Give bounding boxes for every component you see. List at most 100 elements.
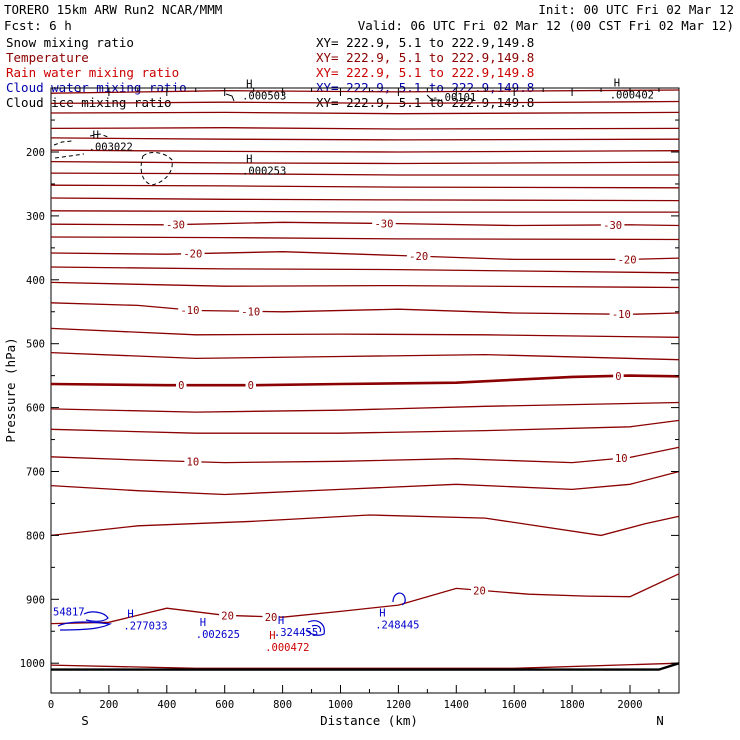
isotherm-label: -30 <box>166 220 185 232</box>
isotherm-label-bg <box>245 379 257 392</box>
isotherm-label: 20 <box>265 612 278 624</box>
isotherm-label-bg <box>612 452 630 465</box>
y-tick-label: 700 <box>26 467 45 479</box>
y-tick-label: 400 <box>26 275 45 287</box>
isotherm-label: -30 <box>603 220 622 232</box>
isotherm-line <box>50 470 680 496</box>
isotherm-label: -30 <box>374 218 393 230</box>
isotherm-label: 10 <box>615 453 628 465</box>
feature-layer <box>53 93 440 636</box>
isotherm-line <box>50 327 680 338</box>
isotherm-label: -10 <box>241 306 260 318</box>
x-tick-label: 1400 <box>444 699 469 711</box>
y-tick-label: 500 <box>26 339 45 351</box>
cloud-water-contour <box>305 620 325 636</box>
isotherm-label-bg <box>163 218 188 231</box>
isotherm-line-labeled <box>50 374 680 387</box>
cloud-water-contour <box>83 611 109 622</box>
ice-contour <box>426 94 440 101</box>
legend-rain-xy: XY= 222.9, 5.1 to 222.9,149.8 <box>316 65 534 80</box>
y-tick-label: 600 <box>26 403 45 415</box>
max-marker: H <box>200 617 206 629</box>
max-marker: H <box>269 630 275 642</box>
isotherm-line <box>50 197 680 202</box>
y-tick-label: 900 <box>26 594 45 606</box>
max-value: .000472 <box>265 642 309 654</box>
legend-cloud-ice-xy: XY= 222.9, 5.1 to 222.9,149.8 <box>316 95 534 110</box>
y-tick-label: 1000 <box>20 658 45 670</box>
x-tick-label: 600 <box>215 699 234 711</box>
isotherm-label: 0 <box>248 380 254 392</box>
isotherm-line <box>50 210 680 213</box>
isotherm-line-labeled <box>50 302 680 315</box>
south-end-label: S <box>81 713 89 728</box>
max-value: 54817 <box>53 606 85 618</box>
isotherm-label-bg <box>178 303 202 316</box>
max-marker: H <box>379 607 385 619</box>
cloud-water-contour <box>392 592 406 606</box>
legend-rain-label: Rain water mixing ratio <box>6 65 179 80</box>
isotherm-label-bg <box>372 217 396 230</box>
plot-frame <box>50 87 680 694</box>
isotherm-label-bg <box>613 369 624 382</box>
cloud-water-contour <box>57 621 113 631</box>
isotherm-label-bg <box>184 455 202 468</box>
snow-contour <box>53 140 73 146</box>
max-value: .002625 <box>196 629 240 641</box>
isotherm-line <box>50 184 680 189</box>
isotherm-label-bg <box>600 218 625 231</box>
isotherm-label: 0 <box>178 380 184 392</box>
max-value: .277033 <box>123 621 167 633</box>
x-axis-title: Distance (km) <box>320 713 418 728</box>
max-value: .000253 <box>242 166 286 178</box>
isotherm-line <box>50 281 680 289</box>
isotherm-label-bg <box>609 308 634 321</box>
isotherm-label: 10 <box>187 457 200 469</box>
isotherm-label: -20 <box>409 251 428 263</box>
y-tick-label: 300 <box>26 211 45 223</box>
north-end-label: N <box>656 713 664 728</box>
y-tick-label: 200 <box>26 147 45 159</box>
max-marker: H <box>614 78 620 90</box>
legend-temperature-xy: XY= 222.9, 5.1 to 222.9,149.8 <box>316 50 534 65</box>
isotherm-label: -20 <box>618 254 637 266</box>
isotherm-label-bg <box>176 379 187 392</box>
isotherm-line <box>50 514 680 537</box>
isotherm-line <box>50 401 680 413</box>
max-value: .003022 <box>89 141 133 153</box>
isotherm-label: 20 <box>473 585 486 597</box>
isotherm-line <box>50 160 680 165</box>
isotherm-line-labeled <box>50 251 680 261</box>
legend-snow-label: Snow mixing ratio <box>6 35 134 50</box>
x-tick-label: 1600 <box>502 699 527 711</box>
x-tick-label: 1000 <box>328 699 353 711</box>
max-marker: H <box>278 615 284 627</box>
ice-contour <box>225 93 235 102</box>
max-value: .324455 <box>274 627 318 639</box>
isotherm-label-bg <box>219 609 237 622</box>
x-tick-label: 0 <box>48 699 54 711</box>
y-tick-label: 800 <box>26 530 45 542</box>
contour-layer <box>50 89 680 671</box>
isotherm-label-bg <box>181 247 205 260</box>
isotherm-label: -10 <box>612 309 631 321</box>
isotherm-label: -10 <box>180 305 199 317</box>
snow-contour <box>54 153 85 159</box>
isotherm-line <box>50 419 680 434</box>
isotherm-line <box>50 351 680 361</box>
isotherm-label-bg <box>406 250 431 263</box>
isotherm-label: -20 <box>183 249 202 261</box>
isotherm-label: 20 <box>221 610 234 622</box>
max-marker: H <box>127 609 133 621</box>
isotherm-line <box>50 236 680 241</box>
isotherm-line <box>50 172 680 176</box>
isotherm-line <box>50 137 680 141</box>
isotherm-line <box>50 127 680 130</box>
x-tick-label: 1800 <box>559 699 584 711</box>
x-tick-label: 200 <box>99 699 118 711</box>
max-value: .248445 <box>375 619 419 631</box>
valid-time: Valid: 06 UTC Fri 02 Mar 12 (00 CST Fri … <box>358 18 734 33</box>
isotherm-line <box>50 662 680 669</box>
